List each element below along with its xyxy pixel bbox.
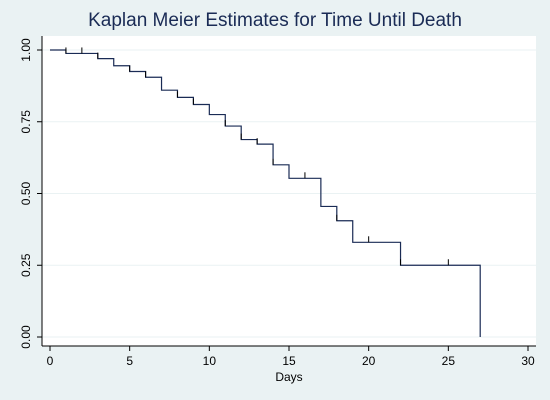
y-tick-label-1: 0.25 — [19, 253, 33, 277]
y-tick-label-4: 1.00 — [19, 38, 33, 62]
axes — [37, 36, 536, 351]
y-tick-label-0: 0.00 — [19, 325, 33, 349]
y-tick-label-3: 0.75 — [19, 110, 33, 134]
grid-lines — [42, 49, 536, 338]
x-tick-label-3: 15 — [282, 354, 296, 368]
censor-marks — [65, 47, 449, 266]
y-tick-label-2: 0.50 — [19, 181, 33, 205]
x-tick-label-0: 0 — [47, 354, 54, 368]
chart-title: Kaplan Meier Estimates for Time Until De… — [88, 10, 462, 31]
x-tick-label-2: 10 — [203, 354, 217, 368]
plot-area — [42, 36, 536, 346]
x-axis-title: Days — [275, 370, 302, 384]
x-tick-label-6: 30 — [521, 354, 535, 368]
x-tick-label-1: 5 — [126, 354, 133, 368]
tick-labels: 0.00 0.25 0.50 0.75 1.00 0 5 10 15 20 25 30 — [19, 38, 535, 368]
x-tick-label-5: 25 — [442, 354, 456, 368]
x-tick-label-4: 20 — [362, 354, 376, 368]
